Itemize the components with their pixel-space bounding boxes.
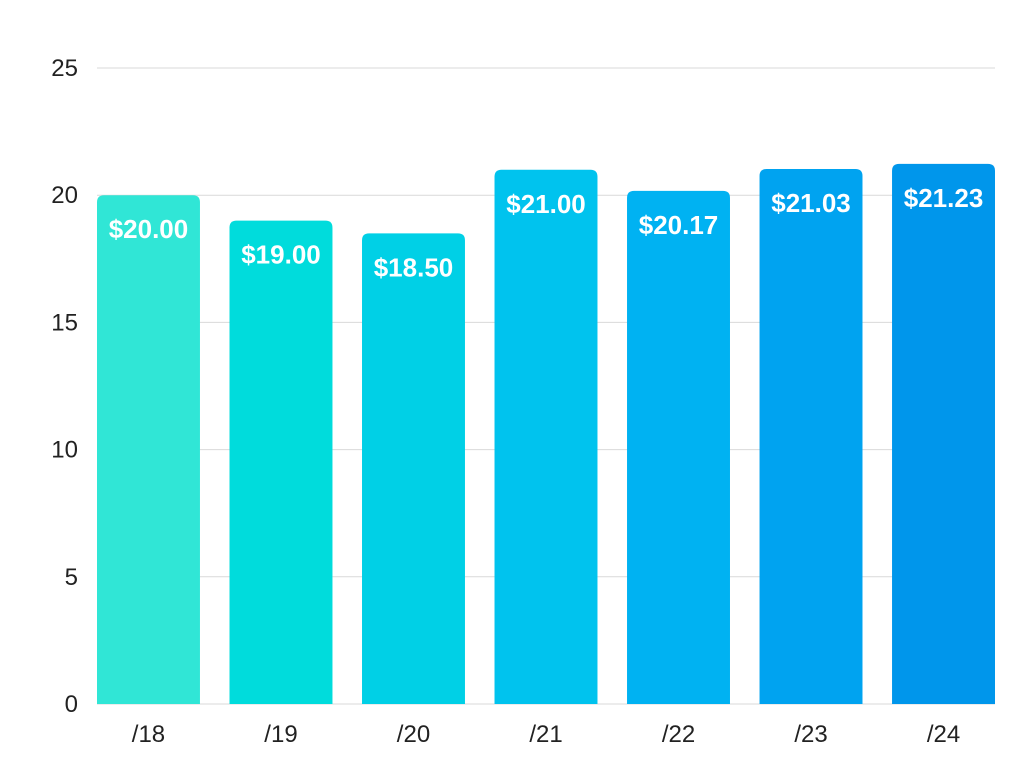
x-tick-label: /22	[662, 721, 695, 748]
x-tick-label: /19	[264, 721, 297, 748]
y-tick-label: 5	[65, 564, 78, 591]
bar-21	[494, 169, 598, 704]
y-tick-label: 10	[51, 437, 78, 464]
bar-23	[759, 168, 863, 704]
y-axis-tick-labels: 0 5 10 15 20 25	[51, 55, 78, 718]
x-tick-label: /18	[132, 721, 165, 748]
x-tick-label: /20	[397, 721, 430, 748]
y-tick-label: 25	[51, 55, 78, 82]
data-labels: $20.00 $19.00 $18.50 $21.00 $20.17 $21.03 $21.…	[109, 183, 984, 282]
bar-22	[627, 190, 730, 705]
data-label: $21.23	[904, 183, 984, 213]
bar-18	[97, 195, 200, 704]
x-tick-label: /23	[794, 721, 827, 748]
bar-20	[362, 233, 465, 705]
x-tick-label: /21	[529, 721, 562, 748]
y-tick-label: 20	[51, 182, 78, 209]
y-tick-label: 15	[51, 309, 78, 336]
data-label: $20.17	[639, 210, 719, 240]
data-label: $20.00	[109, 214, 189, 244]
data-label: $21.03	[771, 188, 851, 218]
data-label: $21.00	[506, 189, 586, 219]
data-label: $18.50	[374, 252, 454, 282]
x-tick-label: /24	[927, 721, 960, 748]
bar-19	[229, 220, 333, 704]
y-tick-label: 0	[65, 691, 78, 718]
bar-24	[892, 163, 995, 704]
bars	[97, 163, 995, 705]
data-label: $19.00	[241, 240, 321, 270]
x-axis-tick-labels: /18/19/20/21/22/23/24	[132, 721, 960, 748]
